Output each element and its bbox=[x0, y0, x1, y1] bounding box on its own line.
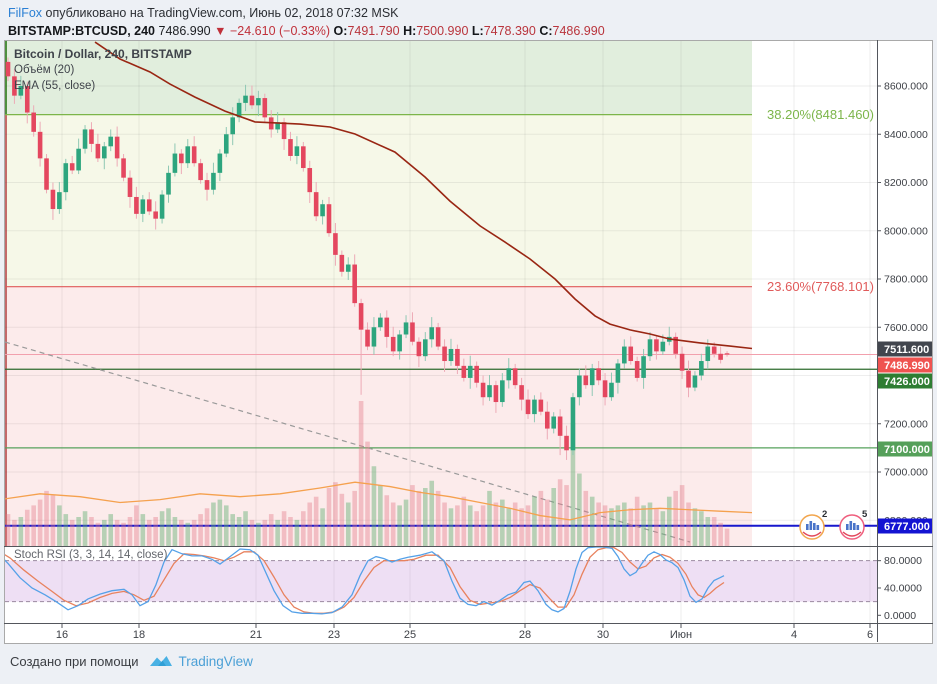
low-value: 7478.390 bbox=[483, 24, 536, 38]
author-link[interactable]: FilFox bbox=[8, 6, 43, 20]
svg-text:0.0000: 0.0000 bbox=[884, 610, 916, 622]
svg-text:21: 21 bbox=[250, 629, 262, 641]
svg-text:80.0000: 80.0000 bbox=[884, 555, 922, 567]
svg-text:4: 4 bbox=[791, 629, 797, 641]
horizontal-price-lines[interactable] bbox=[5, 354, 877, 527]
svg-text:7200.000: 7200.000 bbox=[884, 418, 928, 430]
high-value: 7500.990 bbox=[416, 24, 469, 38]
svg-text:18: 18 bbox=[133, 629, 145, 641]
fib-zone-fills bbox=[5, 40, 752, 546]
time-scale[interactable]: 16 18 21 23 25 28 30 Июн 4 6 bbox=[4, 624, 933, 642]
low-label: L: bbox=[471, 24, 484, 38]
svg-text:28: 28 bbox=[519, 629, 531, 641]
svg-text:5: 5 bbox=[862, 509, 868, 520]
high-label: H: bbox=[403, 24, 417, 38]
open-value: 7491.790 bbox=[347, 24, 400, 38]
chart-canvas[interactable]: 38.20%(8481.460) 23.60%(7768.101) 8600.00… bbox=[4, 40, 933, 644]
svg-text:7426.000: 7426.000 bbox=[884, 376, 930, 388]
ema-line bbox=[94, 41, 753, 350]
published-line: FilFox опубликовано на TradingView.com, … bbox=[8, 4, 937, 22]
svg-text:7800.000: 7800.000 bbox=[884, 274, 928, 286]
close-value: 7486.990 bbox=[552, 24, 605, 38]
attribution-bar: FilFox опубликовано на TradingView.com, … bbox=[0, 0, 937, 40]
svg-text:8000.000: 8000.000 bbox=[884, 225, 928, 237]
created-with-text: Создано при помощи bbox=[10, 653, 139, 669]
change-value: −24.610 (−0.33%) bbox=[229, 24, 331, 38]
svg-text:7511.600: 7511.600 bbox=[884, 344, 929, 356]
svg-text:8600.000: 8600.000 bbox=[884, 81, 928, 93]
idea-marker[interactable]: 5 bbox=[839, 509, 868, 540]
symbol-title: BITSTAMP:BTCUSD, 240 bbox=[8, 24, 156, 38]
change-arrow-icon: ▼ bbox=[214, 24, 227, 38]
svg-text:16: 16 bbox=[56, 629, 68, 641]
svg-text:23.60%(7768.101): 23.60%(7768.101) bbox=[767, 279, 874, 294]
idea-marker[interactable]: 2 bbox=[799, 509, 827, 540]
volume-ma-line bbox=[4, 481, 753, 521]
close-label: C: bbox=[539, 24, 553, 38]
stoch-rsi-pane bbox=[4, 546, 877, 615]
svg-text:38.20%(8481.460): 38.20%(8481.460) bbox=[767, 107, 874, 122]
svg-text:7486.990: 7486.990 bbox=[884, 360, 930, 372]
svg-text:6777.000: 6777.000 bbox=[884, 521, 930, 533]
price-scale[interactable]: 8600.000 8400.000 8200.000 8000.000 7800.000… bbox=[877, 40, 933, 642]
candles-layer bbox=[5, 57, 730, 460]
svg-text:25: 25 bbox=[404, 629, 416, 641]
svg-text:7600.000: 7600.000 bbox=[884, 322, 928, 334]
open-label: O: bbox=[333, 24, 348, 38]
last-price: 7486.990 bbox=[158, 24, 211, 38]
chart-container: 38.20%(8481.460) 23.60%(7768.101) 8600.00… bbox=[4, 40, 933, 644]
svg-text:7100.000: 7100.000 bbox=[884, 444, 930, 456]
footer-bar: Создано при помощи TradingView bbox=[0, 644, 937, 678]
svg-text:8200.000: 8200.000 bbox=[884, 177, 928, 189]
fib-level-lines: 38.20%(8481.460) 23.60%(7768.101) bbox=[5, 107, 874, 294]
tradingview-link[interactable]: TradingView bbox=[178, 653, 253, 669]
tradingview-logo-icon[interactable] bbox=[149, 654, 173, 669]
symbol-line: BITSTAMP:BTCUSD, 240 7486.990 ▼ −24.610 … bbox=[8, 22, 937, 40]
grid-lines bbox=[5, 40, 877, 623]
svg-text:Июн: Июн bbox=[670, 629, 692, 641]
trendline-dashed[interactable] bbox=[4, 341, 691, 543]
svg-text:40.0000: 40.0000 bbox=[884, 582, 922, 594]
svg-text:2: 2 bbox=[822, 509, 827, 520]
svg-text:23: 23 bbox=[328, 629, 340, 641]
svg-text:8400.000: 8400.000 bbox=[884, 129, 928, 141]
svg-text:30: 30 bbox=[597, 629, 609, 641]
published-text: опубликовано на TradingView.com, Июнь 02… bbox=[45, 6, 399, 20]
svg-text:6: 6 bbox=[867, 629, 873, 641]
svg-text:7000.000: 7000.000 bbox=[884, 467, 928, 479]
pane-frame bbox=[4, 40, 933, 644]
